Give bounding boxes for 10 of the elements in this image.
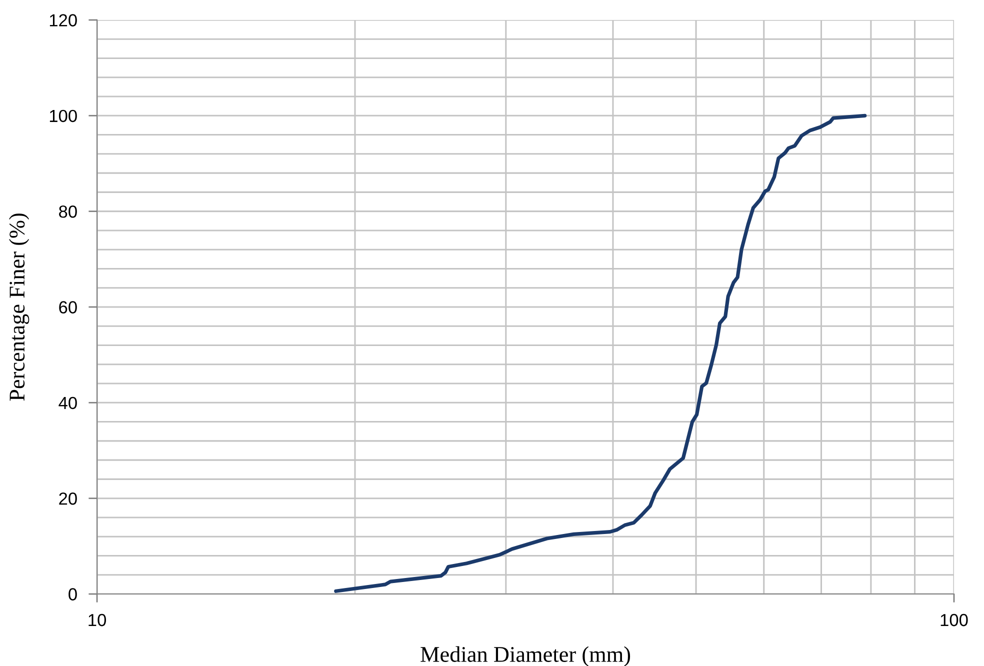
y-tick-label: 100 [50, 110, 77, 122]
y-tick-label: 120 [50, 14, 77, 26]
x-tick-label: 10 [88, 614, 106, 626]
y-tick-label: 40 [58, 396, 77, 410]
y-tick-label: 0 [68, 588, 77, 600]
y-axis-title: Percentage Finer (%) [8, 214, 30, 401]
y-tick-label: 80 [59, 205, 77, 218]
y-tick-label: 60 [59, 301, 77, 314]
x-axis-title: Median Diameter (mm) [420, 646, 630, 666]
y-tick-label: 20 [59, 492, 77, 505]
